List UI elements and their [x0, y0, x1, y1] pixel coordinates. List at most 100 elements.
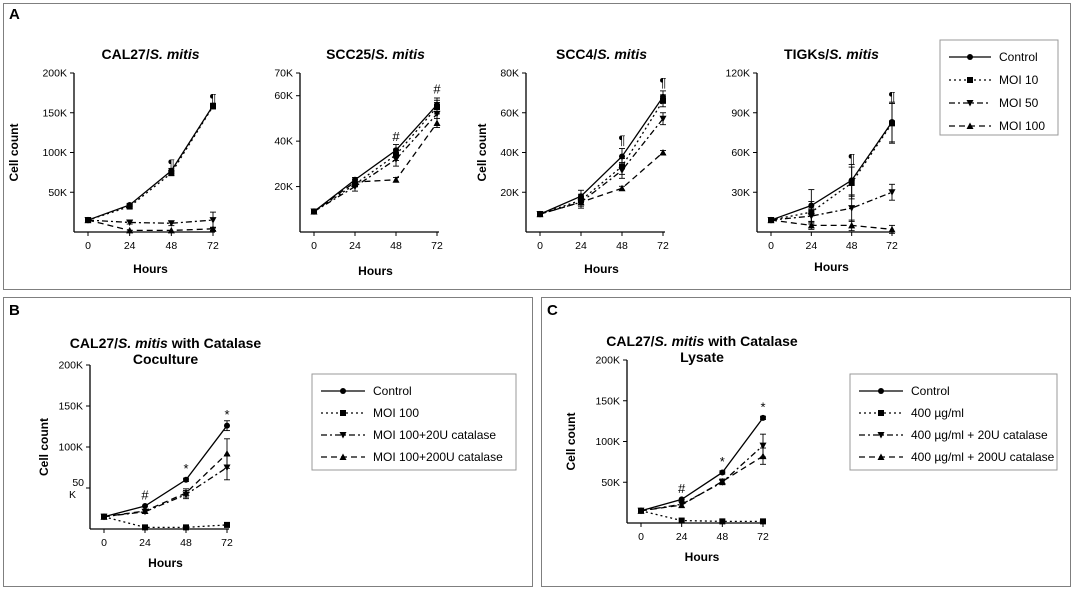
x-tick-label: 24 [349, 240, 361, 252]
series-2 [536, 112, 667, 218]
legend-marker [340, 388, 346, 394]
data-point [619, 153, 625, 160]
legend-label: Control [911, 384, 950, 398]
y-tick-label: 50K [48, 187, 67, 199]
significance-mark: # [392, 129, 400, 144]
series-3 [637, 447, 767, 514]
data-point [433, 119, 441, 126]
series-line [313, 113, 438, 213]
data-point [223, 450, 231, 457]
data-point [637, 507, 645, 514]
y-tick-label: 20K [500, 187, 519, 199]
legend-marker [340, 410, 346, 416]
series-line [539, 152, 664, 215]
data-point [183, 476, 189, 483]
x-tick-label: 72 [431, 240, 443, 252]
y-tick-label: 80K [500, 68, 519, 80]
data-point [760, 518, 766, 525]
legend-marker [967, 54, 973, 60]
series-line [770, 219, 893, 230]
x-tick-label: 24 [805, 240, 817, 252]
x-tick-label: 72 [221, 537, 233, 549]
series-1 [101, 513, 230, 531]
series-0 [768, 101, 895, 224]
data-point [142, 524, 148, 531]
legend-label: MOI 100+20U catalase [373, 428, 496, 442]
data-point [210, 103, 216, 110]
data-point [310, 208, 318, 215]
chart-title-tail: with Catalase [168, 335, 262, 351]
data-point [618, 167, 626, 174]
x-tick-label: 48 [165, 240, 177, 252]
series-line [103, 466, 228, 518]
data-point [126, 219, 134, 226]
data-point [678, 517, 685, 524]
chart-title-text: TIGKs/ [784, 46, 829, 62]
significance-mark: # [141, 487, 149, 502]
y-tick-label: 40K [500, 147, 519, 159]
data-point [224, 422, 230, 429]
series-2 [100, 454, 231, 521]
series-line [87, 105, 214, 221]
chart-title: CAL27/S. mitis [101, 46, 199, 62]
data-point [351, 183, 359, 191]
y-tick-label: 200K [58, 360, 83, 372]
series-line [313, 104, 438, 213]
x-tick-label: 48 [616, 240, 628, 252]
legend-marker [877, 453, 885, 460]
significance-mark: ¶ [168, 156, 175, 171]
chart-title-italic: S. mitis [829, 46, 879, 62]
chart-title-line2: Lysate [680, 349, 724, 365]
data-point [168, 170, 175, 177]
legend-marker [966, 122, 974, 129]
data-point [209, 217, 217, 224]
series-1 [768, 103, 895, 224]
chart-title-text: SCC4/ [556, 46, 597, 62]
series-1 [311, 99, 440, 215]
y-axis-label: Cell count [475, 123, 489, 181]
data-point [659, 149, 667, 156]
x-tick-label: 24 [139, 537, 151, 549]
data-point [888, 189, 896, 196]
series-1 [85, 103, 216, 224]
legend-marker [966, 100, 974, 107]
chart-title-text: CAL27/ [101, 46, 149, 62]
legend-label: MOI 100 [999, 119, 1045, 133]
data-point [659, 115, 667, 123]
legend-label: MOI 50 [999, 96, 1039, 110]
panel-c-frame [541, 297, 1071, 587]
legend-marker [967, 77, 973, 83]
legend-label: MOI 100+200U catalase [373, 450, 503, 464]
panel-b-frame [3, 297, 533, 587]
x-tick-label: 0 [311, 240, 317, 252]
legend-marker [878, 388, 884, 394]
series-2 [310, 102, 441, 216]
chart-1: SCC25/S. mitis 20K 40K 60K 70K 0 24 48 72 Hours # # [274, 46, 443, 278]
series-line [103, 516, 228, 529]
significance-mark: ¶ [660, 75, 667, 90]
y-tick-label: 30K [731, 187, 750, 199]
data-point [848, 179, 855, 186]
x-axis-label: Hours [148, 556, 183, 570]
series-line [539, 96, 664, 215]
legend-label: MOI 100 [373, 406, 419, 420]
y-tick-label: 150K [42, 107, 67, 119]
data-point [126, 226, 134, 234]
series-line [103, 453, 228, 518]
legend-marker [339, 432, 347, 439]
chart-title-italic: S. mitis [375, 46, 425, 62]
x-tick-label: 48 [390, 240, 402, 252]
series-line [87, 219, 214, 224]
data-point [759, 442, 767, 450]
data-point [392, 156, 400, 163]
x-tick-label: 0 [768, 240, 774, 252]
data-point [142, 503, 148, 510]
data-point [678, 501, 686, 509]
legend-label: 400 µg/ml + 200U catalase [911, 450, 1055, 464]
data-point [433, 110, 441, 118]
data-point [183, 524, 189, 531]
y-tick-label: 20K [274, 181, 293, 193]
